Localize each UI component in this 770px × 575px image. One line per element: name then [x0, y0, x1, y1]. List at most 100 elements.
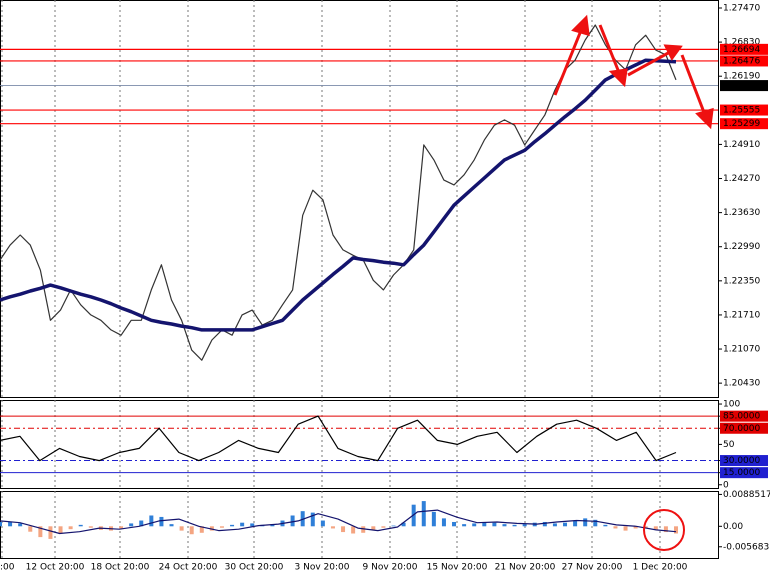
y-tick-label: 1.26190: [723, 72, 760, 82]
x-tick-label: 21 Nov 20:00: [495, 563, 556, 573]
histogram-bar: [219, 526, 224, 528]
histogram-bar: [48, 526, 53, 539]
level-label: 1.25555: [723, 106, 760, 116]
y-tick-label: 85.0000: [723, 412, 760, 422]
histogram-bar: [341, 526, 346, 533]
histogram-bar: [633, 526, 638, 529]
arrow-head: [571, 14, 590, 37]
histogram-bar: [674, 526, 678, 534]
histogram-bar: [391, 525, 396, 527]
histogram-bar: [421, 501, 426, 527]
histogram-bar: [240, 522, 245, 527]
x-tick-label: 30 Oct 20:00: [225, 563, 284, 573]
x-tick-label: 3 Nov 20:00: [295, 563, 350, 573]
histogram-bar: [230, 524, 235, 527]
histogram-bar: [8, 521, 13, 527]
histogram-bar: [613, 526, 618, 529]
arrow: [598, 24, 622, 76]
histogram-bar: [643, 526, 648, 528]
histogram-bar: [18, 523, 23, 527]
histogram-bar: [189, 526, 194, 535]
histogram-bar: [290, 515, 295, 527]
y-tick-label: 1.21070: [723, 345, 760, 355]
histogram-bar: [371, 526, 376, 530]
histogram-bar: [441, 518, 446, 527]
level-label: 1.25299: [723, 119, 760, 129]
histogram-bar: [492, 522, 497, 527]
y-tick-label: 30.0000: [723, 456, 760, 466]
y-tick-label: 1.23630: [723, 208, 760, 218]
histogram-bar: [119, 526, 124, 529]
y-tick-label: 0.00: [723, 522, 743, 532]
arrow: [680, 54, 707, 116]
y-tick-label: 1.22350: [723, 276, 760, 286]
histogram-bar: [88, 526, 93, 528]
histogram-bar: [573, 520, 578, 527]
histogram-bar: [250, 523, 255, 527]
histogram-bar: [0, 521, 2, 527]
y-tick-label: 70.0000: [723, 424, 760, 434]
histogram-bar: [623, 526, 628, 531]
histogram-bar: [361, 526, 366, 533]
histogram-bar: [351, 526, 356, 534]
histogram-bar: [552, 523, 557, 527]
histogram-bar: [68, 526, 73, 530]
level-label-box: [720, 80, 768, 92]
histogram-bar: [270, 524, 275, 527]
arrow-head: [608, 68, 628, 88]
y-tick-label: 1.26830: [723, 38, 760, 48]
histogram-bar: [129, 523, 134, 527]
level-label: 1.26476: [723, 56, 760, 66]
histogram-bar: [431, 511, 436, 527]
arrow-head: [695, 107, 714, 130]
y-tick-label: 1.22990: [723, 242, 760, 252]
series-line: [0, 58, 677, 332]
highlight-circle: [643, 509, 685, 551]
tick-label-box: [720, 410, 768, 422]
histogram-bar: [209, 526, 214, 531]
histogram-bar: [583, 518, 588, 527]
tick-label-box: [720, 467, 768, 479]
histogram-bar: [28, 526, 33, 532]
y-tick-label: 15.0000: [723, 468, 760, 478]
histogram-bar: [58, 526, 63, 534]
histogram-bar: [462, 524, 467, 527]
series-line: [0, 509, 677, 535]
level-label-box: [720, 55, 768, 67]
tick-label-box: [720, 455, 768, 467]
histogram-bar: [381, 526, 386, 528]
y-tick-label: 50: [723, 440, 735, 450]
x-tick-label: 27 Nov 20:00: [562, 563, 623, 573]
histogram-bar: [542, 521, 547, 527]
panel-frame: [0, 0, 719, 398]
x-tick-label: 12 Oct 20:00: [26, 563, 85, 573]
histogram-bar: [139, 520, 144, 527]
y-tick-label: 1.20430: [723, 379, 760, 389]
tick-label-box: [720, 422, 768, 434]
annotations: [553, 14, 714, 551]
y-tick-label: 100: [723, 400, 740, 410]
histogram-bar: [502, 524, 507, 527]
histogram-bar: [38, 526, 43, 538]
histogram-bar: [522, 524, 527, 527]
x-tick-label: 24 Oct 20:00: [159, 563, 218, 573]
x-tick-label: 15 Nov 20:00: [427, 563, 488, 573]
x-tick-label: 1 Dec 20:00: [633, 563, 688, 573]
arrow: [627, 50, 671, 77]
histogram-bar: [653, 526, 658, 530]
arrow: [553, 27, 584, 96]
histogram-bar: [78, 524, 83, 527]
arrow-head: [663, 44, 683, 61]
histogram-bar: [310, 512, 315, 527]
histogram-bar: [563, 522, 568, 527]
histogram-bar: [149, 515, 154, 527]
histogram-bar: [663, 526, 668, 533]
y-tick-label: 0.0088517: [723, 490, 770, 500]
histogram-bar: [603, 524, 608, 527]
histogram-bar: [199, 526, 204, 533]
level-label-box: [720, 104, 768, 116]
histogram-bar: [472, 523, 477, 527]
y-tick-label: 1.24270: [723, 174, 760, 184]
histogram-bar: [452, 521, 457, 527]
